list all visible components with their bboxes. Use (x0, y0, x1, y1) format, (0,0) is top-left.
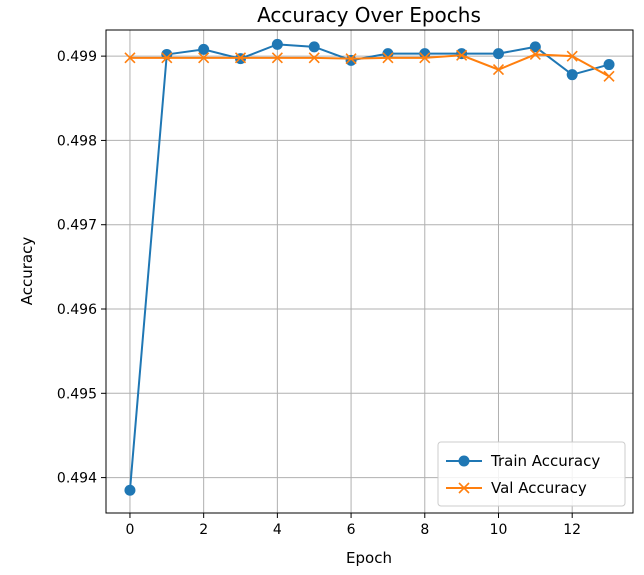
x-tick-label: 12 (563, 522, 581, 538)
legend-box (437, 441, 626, 507)
grid-lines (106, 30, 633, 513)
val-point (492, 64, 505, 76)
val-point (566, 50, 578, 62)
y-tick-label: 0.497 (57, 218, 97, 234)
x-tick-label: 10 (490, 522, 508, 538)
train-point (419, 48, 431, 60)
series-line-2 (129, 53, 610, 78)
val-point (234, 52, 247, 64)
x-tick-label: 0 (125, 522, 134, 538)
axis-ticks: 0 2 4 6 8 10 12 0.494 0.495 0.496 0.497 0.498 0.499 (57, 49, 581, 538)
y-axis-label: Accuracy (18, 237, 36, 306)
series-line-1 (128, 43, 610, 491)
train-point (382, 48, 394, 60)
train-point (271, 38, 283, 50)
train-point (198, 43, 210, 55)
val-point (603, 70, 615, 82)
legend-label: Val Accuracy (491, 479, 587, 497)
y-tick-label: 0.496 (57, 302, 97, 318)
val-point (419, 52, 431, 64)
series-layer (124, 38, 615, 496)
legend: Train Accuracy Val Accuracy (437, 441, 626, 507)
y-tick-label: 0.494 (57, 471, 97, 487)
y-tick-label: 0.498 (57, 133, 97, 149)
val-point (308, 52, 320, 64)
val-point (198, 52, 210, 64)
y-tick-label: 0.499 (57, 49, 97, 65)
y-tick-label: 0.495 (57, 386, 97, 402)
x-tick-label: 4 (273, 522, 282, 538)
x-axis-label: Epoch (346, 549, 392, 567)
train-point (566, 69, 578, 81)
val-point (271, 52, 283, 64)
val-point (345, 53, 357, 65)
train-point (308, 41, 320, 53)
legend-label: Train Accuracy (490, 452, 600, 470)
val-point (456, 49, 468, 61)
train-point (603, 59, 615, 71)
legend-marker (458, 482, 470, 494)
train-point (492, 48, 504, 60)
val-point (382, 52, 394, 64)
x-tick-label: 2 (199, 522, 208, 538)
val-point (124, 52, 136, 64)
train-point (345, 54, 357, 66)
x-tick-label: 6 (347, 522, 356, 538)
plot-area-frame (105, 29, 634, 514)
x-tick-label: 8 (420, 522, 429, 538)
train-point (529, 41, 541, 53)
legend-marker (458, 455, 470, 467)
train-point (124, 484, 136, 496)
val-point (529, 48, 541, 61)
val-point (161, 52, 173, 64)
chart-title: Accuracy Over Epochs (257, 3, 481, 27)
